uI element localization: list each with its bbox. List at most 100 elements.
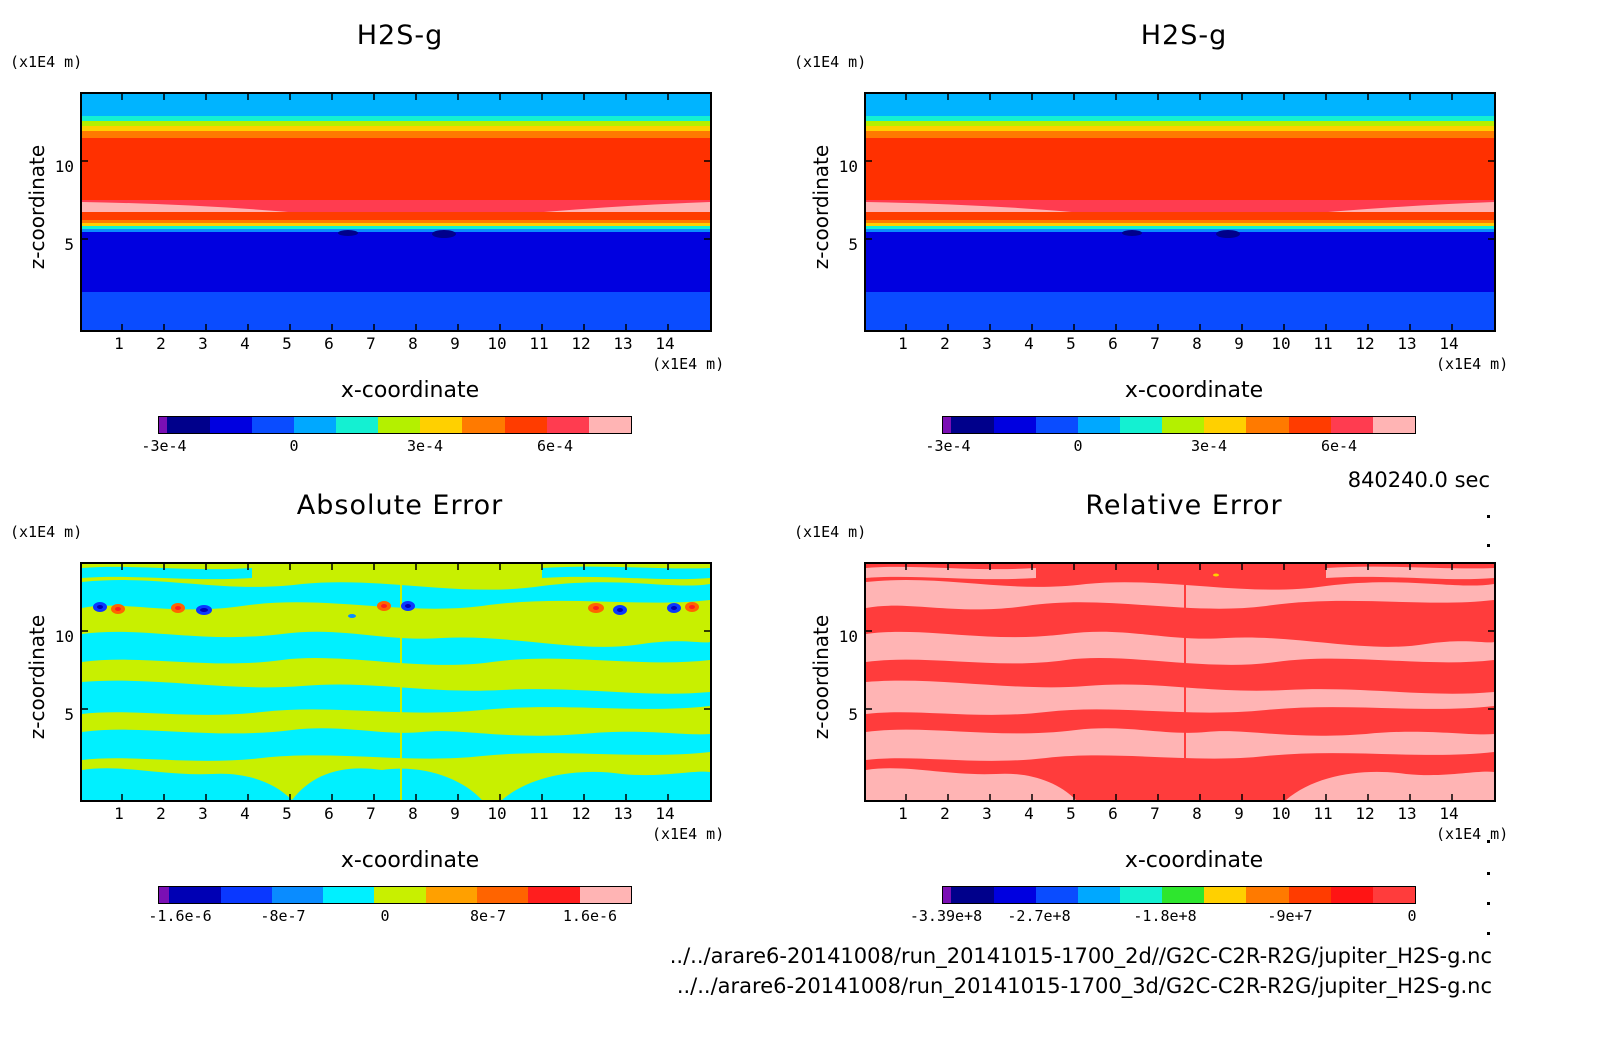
x-tick: 14 (655, 334, 675, 353)
x-tick: 8 (1192, 334, 1202, 353)
colorbar-level-4 (293, 417, 336, 433)
margin-dot (1487, 840, 1490, 843)
colorbar-level-5 (374, 887, 426, 903)
h2s-2d-field (82, 94, 710, 330)
y-unit-label: (x1E4 m) (794, 53, 867, 71)
y-tick: 5 (848, 705, 858, 724)
y-tick: 5 (848, 235, 858, 254)
x-axis-label: x-coordinate (1124, 378, 1264, 403)
abs-error-field (82, 564, 710, 800)
x-axis-label: x-coordinate (340, 378, 480, 403)
y-unit-label: (x1E4 m) (10, 53, 83, 71)
x-tick: 6 (1108, 334, 1118, 353)
colorbar-level-7 (477, 887, 529, 903)
colorbar-level-8 (528, 887, 580, 903)
y-tick: 5 (64, 235, 74, 254)
margin-dot (1487, 902, 1490, 905)
y-tick: 10 (838, 627, 858, 646)
x-tick: 11 (1313, 334, 1333, 353)
timestamp: 840240.0 sec (1347, 468, 1490, 492)
colorbar-level-4 (323, 887, 375, 903)
x-unit-label: (x1E4 m) (1436, 355, 1509, 373)
x-tick: 7 (366, 804, 376, 823)
x-tick: 2 (940, 334, 950, 353)
colorbar-tick: -1.6e-6 (148, 907, 212, 925)
x-tick: 2 (940, 804, 950, 823)
colorbar-level-0 (159, 887, 170, 903)
x-tick: 13 (613, 804, 633, 823)
x-tick: 4 (240, 804, 250, 823)
colorbar-tick: 1.6e-6 (562, 907, 618, 925)
x-tick: 13 (613, 334, 633, 353)
x-tick: 4 (1024, 804, 1034, 823)
colorbar-level-6 (378, 417, 421, 433)
x-tick: 14 (1439, 334, 1459, 353)
colorbar-level-4 (1077, 417, 1120, 433)
colorbar-tick: -3.39e+8 (909, 907, 983, 925)
colorbar-level-10 (1330, 887, 1373, 903)
colorbar (942, 416, 1416, 434)
colorbar-level-3 (271, 887, 324, 903)
colorbar-level-10 (1330, 417, 1373, 433)
colorbar (942, 886, 1416, 904)
colorbar-level-8 (1246, 887, 1289, 903)
colorbar-level-6 (1162, 887, 1205, 903)
margin-dot (1487, 872, 1490, 875)
file-path-2d: ../../arare6-20141008/run_20141015-1700_… (669, 944, 1492, 968)
panel-h2s-2d: H2S-g (x1E4 m) 10 5 z-coordinate 1 2 (0, 0, 800, 470)
colorbar-tick: 0 (1073, 437, 1083, 455)
x-tick: 10 (1271, 334, 1291, 353)
plot-area (80, 562, 712, 802)
colorbar-level-5 (1119, 417, 1163, 433)
x-tick: 1 (114, 804, 124, 823)
colorbar-level-5 (1119, 887, 1163, 903)
y-tick: 10 (54, 627, 74, 646)
x-tick: 12 (571, 334, 591, 353)
x-tick: 6 (1108, 804, 1118, 823)
colorbar-level-1 (167, 417, 210, 433)
colorbar-level-7 (1204, 417, 1247, 433)
y-unit-label: (x1E4 m) (794, 523, 867, 541)
x-tick: 3 (982, 334, 992, 353)
margin-dot (1487, 544, 1490, 547)
colorbar-tick: 0 (1407, 907, 1417, 925)
colorbar-level-9 (1288, 417, 1331, 433)
colorbar-level-2 (993, 887, 1036, 903)
colorbar-tick: 3e-4 (406, 437, 444, 455)
x-tick: 1 (114, 334, 124, 353)
colorbar-level-3 (1035, 417, 1078, 433)
y-axis-label: z-coordinate (809, 144, 833, 270)
colorbar-tick: 8e-7 (469, 907, 507, 925)
x-tick: 9 (450, 804, 460, 823)
colorbar-level-4 (1077, 887, 1120, 903)
colorbar-tick: -9e+7 (1267, 907, 1313, 925)
y-unit-label: (x1E4 m) (10, 523, 83, 541)
x-tick: 2 (156, 804, 166, 823)
x-tick: 11 (529, 334, 549, 353)
file-path-3d: ../../arare6-20141008/run_20141015-1700_… (676, 974, 1492, 998)
x-tick: 6 (324, 804, 334, 823)
x-tick: 5 (282, 804, 292, 823)
colorbar-level-9 (1288, 887, 1331, 903)
panel-relative-error: Relative Error (x1E4 m) 10 5 z-coordinat… (784, 470, 1584, 940)
plot-area (864, 92, 1496, 332)
panel-title: Relative Error (1085, 490, 1283, 521)
x-tick: 5 (1066, 804, 1076, 823)
x-axis-label: x-coordinate (1124, 848, 1264, 873)
colorbar-level-6 (425, 887, 478, 903)
x-tick: 10 (487, 334, 507, 353)
h2s-3d-field (866, 94, 1494, 330)
colorbar-tick: 3e-4 (1190, 437, 1228, 455)
y-axis-label: z-coordinate (25, 614, 49, 740)
x-tick: 8 (408, 334, 418, 353)
colorbar-level-1 (169, 887, 221, 903)
plot-area (80, 92, 712, 332)
panel-h2s-3d: H2S-g (x1E4 m) 10 5 z-coordinate 1 2 (784, 0, 1584, 470)
x-tick: 14 (1439, 804, 1459, 823)
y-axis-label: z-coordinate (25, 144, 49, 270)
x-tick: 6 (324, 334, 334, 353)
x-tick: 4 (1024, 334, 1034, 353)
x-tick: 11 (529, 804, 549, 823)
colorbar-level-10 (546, 417, 589, 433)
colorbar-tick: -3e-4 (141, 437, 187, 455)
